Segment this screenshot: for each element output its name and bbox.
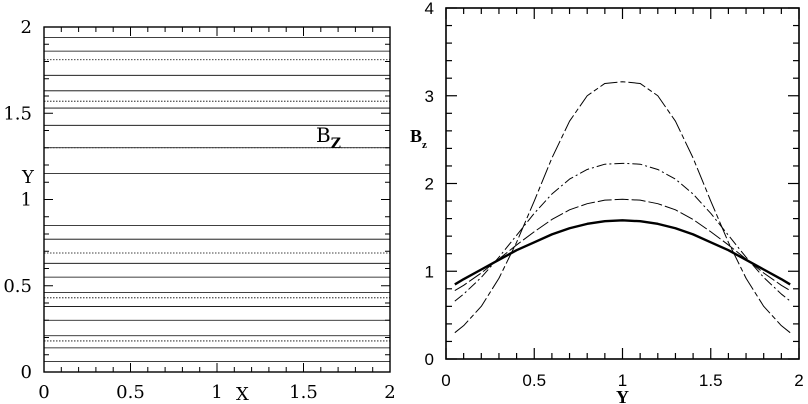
right-series xyxy=(454,81,791,334)
y-tick-label: 4 xyxy=(425,0,434,18)
right-ticks xyxy=(445,7,800,360)
x-tick-label: 2 xyxy=(794,371,803,390)
left-ticks xyxy=(43,26,391,373)
y-tick-label: 0 xyxy=(21,362,32,383)
y-label-subscript: z xyxy=(422,139,427,151)
left-x-tick-labels: 0 0.5 1 1.5 2 xyxy=(38,382,395,403)
left-x-axis-label: X xyxy=(236,384,249,404)
right-plot-frame xyxy=(445,7,800,360)
y-tick-label: 1 xyxy=(425,262,434,281)
series-line-dash-long xyxy=(454,198,791,291)
x-tick-label: 1 xyxy=(618,371,627,390)
y-tick-label: 0 xyxy=(425,350,434,369)
left-y-tick-labels: 0 0.5 1 1.5 2 xyxy=(3,17,32,383)
x-tick-label: 0.5 xyxy=(116,382,145,403)
series-line-dash-long-short xyxy=(454,81,791,334)
y-label-main: B xyxy=(410,126,422,146)
series-line-dash-dot xyxy=(454,162,791,302)
x-tick-label: 0.5 xyxy=(522,371,546,390)
y-tick-label: 2 xyxy=(425,175,434,194)
right-y-tick-labels: 0 1 2 3 4 xyxy=(425,0,434,369)
annotation-subscript: Z xyxy=(331,136,341,152)
y-tick-label: 0.5 xyxy=(3,276,32,297)
right-y-axis-label: Bz xyxy=(410,126,427,151)
y-tick-label: 2 xyxy=(21,17,32,38)
series-line-solid-thick xyxy=(454,219,791,286)
y-tick-label: 1 xyxy=(21,190,32,211)
left-contour-panel: 0 0.5 1 1.5 2 0 0.5 1 1.5 2 X Y BZ xyxy=(3,17,395,404)
right-x-axis-label: Y xyxy=(616,387,629,404)
right-x-tick-labels: 0 0.5 1 1.5 2 xyxy=(441,371,803,390)
y-tick-label: 3 xyxy=(425,87,434,106)
left-panel-annotation: BZ xyxy=(316,123,341,152)
x-tick-label: 0 xyxy=(38,382,49,403)
y-tick-label: 1.5 xyxy=(3,103,32,124)
x-tick-label: 1 xyxy=(211,382,222,403)
x-tick-label: 0 xyxy=(441,371,450,390)
x-tick-label: 1.5 xyxy=(699,371,723,390)
annotation-main: B xyxy=(316,123,331,147)
x-tick-label: 1.5 xyxy=(289,382,318,403)
right-profile-panel: 0 0.5 1 1.5 2 0 1 2 3 4 Y Bz xyxy=(410,0,804,404)
left-y-axis-label: Y xyxy=(21,167,35,188)
left-contours xyxy=(44,36,390,363)
x-tick-label: 2 xyxy=(384,382,395,403)
